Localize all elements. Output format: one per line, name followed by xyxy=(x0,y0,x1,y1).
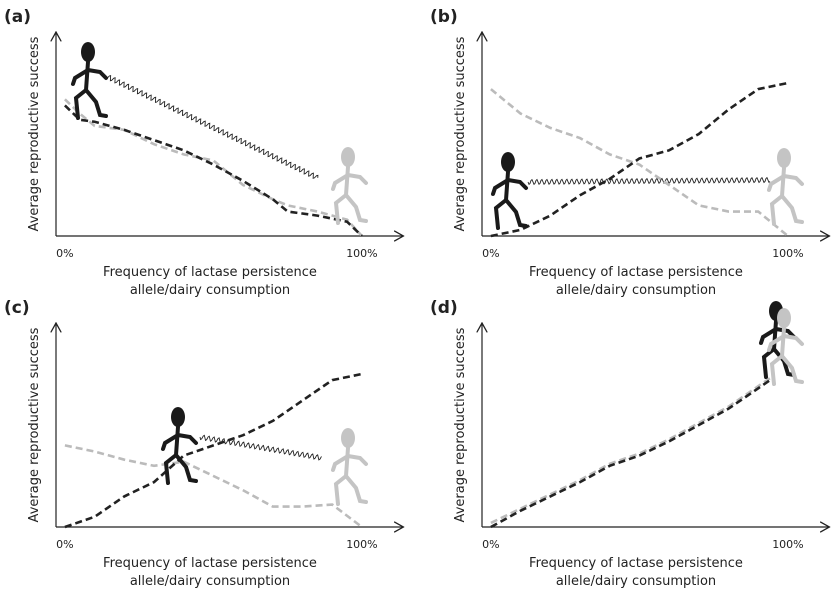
figure-head xyxy=(501,152,515,172)
figure-head xyxy=(171,407,185,427)
x-tick-label: 0% xyxy=(482,247,499,260)
figure-body xyxy=(163,427,196,483)
y-axis-label: Average reproductive success xyxy=(453,327,468,522)
figure-body xyxy=(493,172,526,228)
y-axis-label: Average reproductive success xyxy=(453,36,468,231)
figure: (a) Average reproductive success 0% 100% Fre… xyxy=(0,0,834,594)
figure-body xyxy=(333,448,366,504)
stick-figure xyxy=(493,152,526,228)
figure-head xyxy=(81,42,95,62)
x-tick-label: 0% xyxy=(56,247,73,260)
panel-label: (b) xyxy=(430,7,458,27)
line-series xyxy=(491,83,788,236)
figure-body xyxy=(761,321,794,377)
figure-head xyxy=(777,148,791,168)
stick-figure xyxy=(333,147,366,223)
line-series xyxy=(65,374,362,527)
page: (a) Average reproductive success 0% 100% Fre… xyxy=(0,0,834,598)
y-axis-label: Average reproductive success xyxy=(27,36,42,231)
x-axis-label: Frequency of lactase persistence xyxy=(529,265,743,280)
x-tick-label: 0% xyxy=(482,538,499,551)
figure-body xyxy=(333,167,366,223)
x-axis-label: allele/dairy consumption xyxy=(556,283,716,298)
x-axis-label: Frequency of lactase persistence xyxy=(103,556,317,571)
stick-figure xyxy=(73,42,106,118)
x-axis-label: allele/dairy consumption xyxy=(130,574,290,589)
line-series xyxy=(65,105,362,236)
x-tick-label: 100% xyxy=(346,538,377,551)
figure-head xyxy=(777,308,791,328)
x-axis-label: Frequency of lactase persistence xyxy=(529,556,743,571)
stick-figure xyxy=(333,428,366,504)
panel-label: (a) xyxy=(4,7,31,27)
x-tick-label: 100% xyxy=(772,247,803,260)
x-tick-label: 100% xyxy=(346,247,377,260)
x-axis-label: allele/dairy consumption xyxy=(130,283,290,298)
stick-figure xyxy=(769,148,802,224)
x-tick-label: 100% xyxy=(772,538,803,551)
line-series xyxy=(491,376,773,523)
figure-body xyxy=(73,62,106,118)
panel-label: (c) xyxy=(4,298,30,318)
x-tick-label: 0% xyxy=(56,538,73,551)
figure-head xyxy=(341,147,355,167)
line-series xyxy=(491,89,788,236)
line-series xyxy=(491,378,773,527)
panel-label: (d) xyxy=(430,298,458,318)
spring xyxy=(200,435,321,460)
y-axis-label: Average reproductive success xyxy=(27,327,42,522)
line-series xyxy=(65,445,362,527)
x-axis-label: allele/dairy consumption xyxy=(556,574,716,589)
x-axis-label: Frequency of lactase persistence xyxy=(103,265,317,280)
figure-body xyxy=(769,168,802,224)
spring xyxy=(528,178,770,185)
figure-head xyxy=(341,428,355,448)
stick-figure xyxy=(163,407,196,483)
